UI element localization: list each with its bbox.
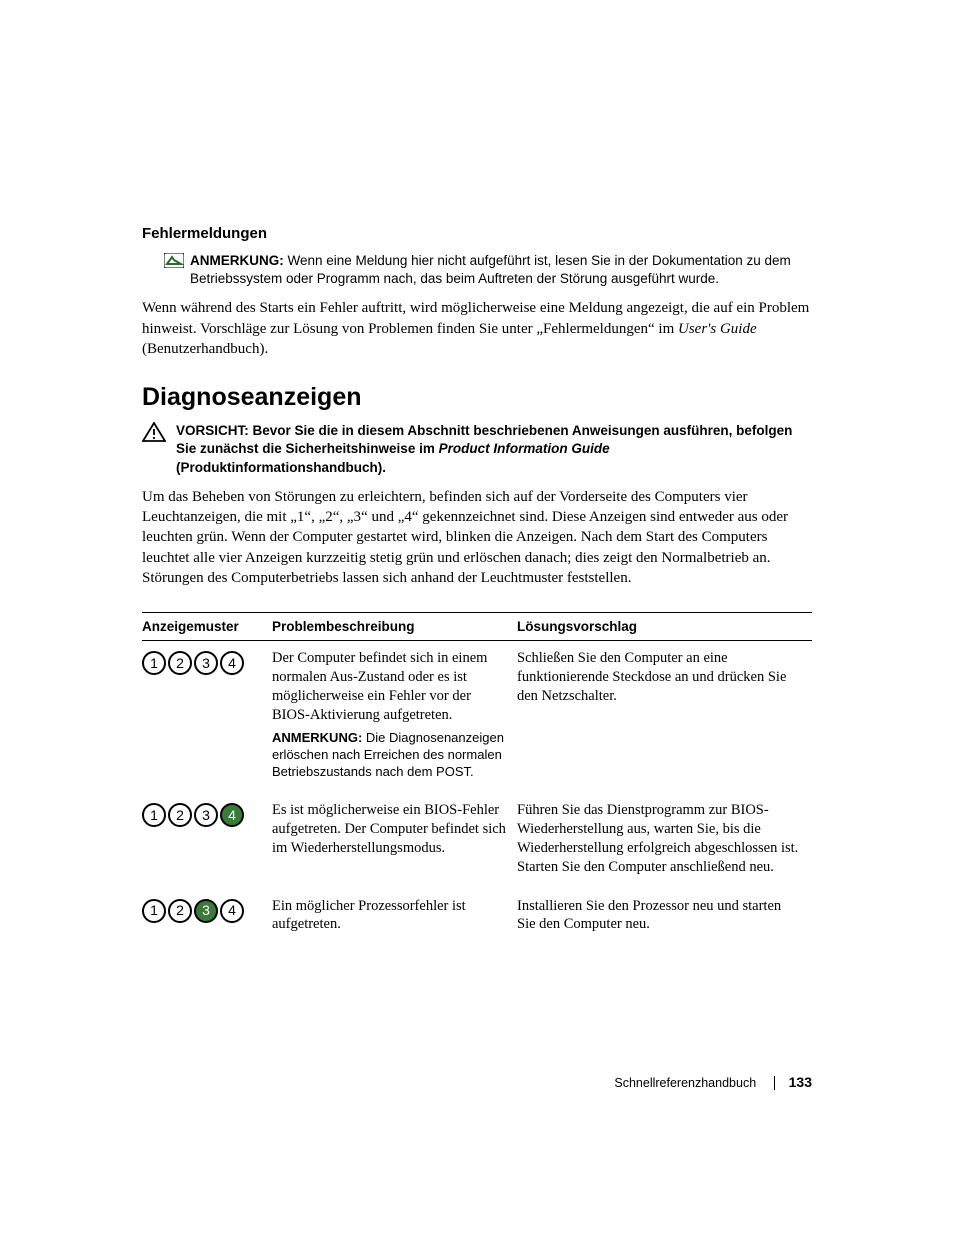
description-text: Ein möglicher Prozessorfehler ist aufget… (272, 897, 507, 935)
body-paragraph: Wenn während des Starts ein Fehler auftr… (142, 298, 812, 359)
led-off-icon: 4 (220, 899, 244, 923)
subsection-heading: Fehlermeldungen (142, 225, 812, 242)
led-off-icon: 2 (168, 651, 192, 675)
led-off-icon: 3 (194, 651, 218, 675)
footer-label: Schnellreferenzhandbuch (614, 1076, 756, 1090)
section-heading: Diagnoseanzeigen (142, 383, 812, 412)
led-off-icon: 1 (142, 651, 166, 675)
para-text-b: (Benutzerhandbuch). (142, 341, 268, 357)
diagnostics-table: Anzeigemuster Problembeschreibung Lösung… (142, 612, 812, 946)
cell-solution: Installieren Sie den Prozessor neu und s… (517, 889, 812, 947)
caution-label: VORSICHT: (176, 423, 253, 438)
footer-separator (774, 1076, 775, 1090)
led-on-icon: 3 (194, 899, 218, 923)
col-header-desc: Problembeschreibung (272, 613, 517, 641)
led-pattern: 1234 (142, 651, 262, 675)
cell-solution: Führen Sie das Dienstprogramm zur BIOS-W… (517, 793, 812, 888)
description-text: Der Computer befindet sich in einem norm… (272, 649, 507, 724)
cell-pattern: 1234 (142, 793, 272, 888)
caution-italic: Product Information Guide (439, 441, 610, 456)
col-header-pattern: Anzeigemuster (142, 613, 272, 641)
note-text: ANMERKUNG: Wenn eine Meldung hier nicht … (190, 252, 812, 288)
table-header-row: Anzeigemuster Problembeschreibung Lösung… (142, 613, 812, 641)
inline-note: ANMERKUNG: Die Diagnosenanzeigen erlösch… (272, 730, 507, 781)
description-text: Es ist möglicherweise ein BIOS-Fehler au… (272, 801, 507, 858)
caution-block: VORSICHT: Bevor Sie die in diesem Abschn… (142, 422, 812, 477)
caution-text: VORSICHT: Bevor Sie die in diesem Abschn… (176, 422, 812, 477)
inline-note-label: ANMERKUNG: (272, 730, 362, 745)
led-off-icon: 1 (142, 803, 166, 827)
table-row: 1234 Ein möglicher Prozessorfehler ist au… (142, 889, 812, 947)
cell-pattern: 1234 (142, 641, 272, 794)
page-number: 133 (789, 1074, 812, 1090)
para-italic: User's Guide (678, 321, 757, 337)
caution-body-b: (Produktinformationshandbuch). (176, 460, 386, 475)
col-header-solution: Lösungsvorschlag (517, 613, 812, 641)
led-off-icon: 2 (168, 899, 192, 923)
led-off-icon: 3 (194, 803, 218, 827)
cell-description: Ein möglicher Prozessorfehler ist aufget… (272, 889, 517, 947)
caution-icon (142, 422, 166, 447)
cell-description: Es ist möglicherweise ein BIOS-Fehler au… (272, 793, 517, 888)
body-paragraph: Um das Beheben von Störungen zu erleicht… (142, 487, 812, 588)
note-block: ANMERKUNG: Wenn eine Meldung hier nicht … (142, 252, 812, 288)
led-off-icon: 4 (220, 651, 244, 675)
led-off-icon: 2 (168, 803, 192, 827)
cell-description: Der Computer befindet sich in einem norm… (272, 641, 517, 794)
led-on-icon: 4 (220, 803, 244, 827)
page-footer: Schnellreferenzhandbuch 133 (614, 1074, 812, 1090)
table-row: 1234 Der Computer befindet sich in einem … (142, 641, 812, 794)
led-pattern: 1234 (142, 803, 262, 827)
table-row: 1234 Es ist möglicherweise ein BIOS-Fehle… (142, 793, 812, 888)
note-label: ANMERKUNG: (190, 253, 284, 268)
led-pattern: 1234 (142, 899, 262, 923)
note-icon (164, 253, 184, 273)
led-off-icon: 1 (142, 899, 166, 923)
cell-solution: Schließen Sie den Computer an eine funkt… (517, 641, 812, 794)
cell-pattern: 1234 (142, 889, 272, 947)
